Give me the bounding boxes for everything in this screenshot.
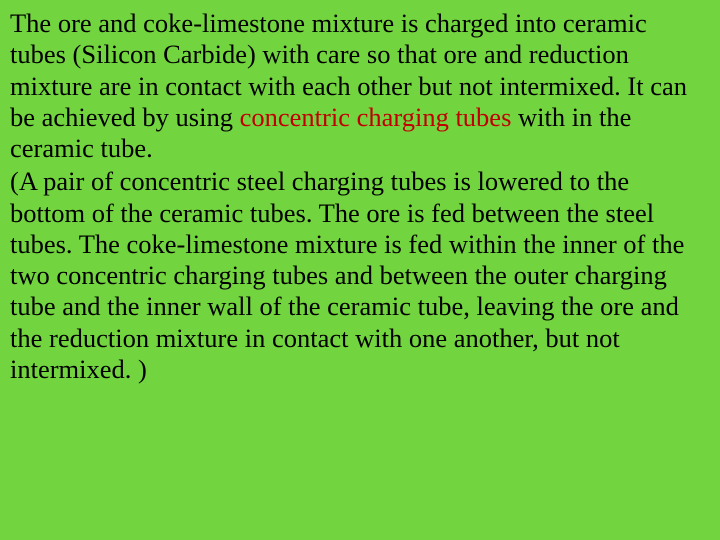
slide-content: The ore and coke-limestone mixture is ch… — [10, 8, 706, 385]
paragraph-2: (A pair of concentric steel charging tub… — [10, 166, 706, 385]
para1-highlight: concentric charging tubes — [240, 102, 512, 132]
paragraph-1: The ore and coke-limestone mixture is ch… — [10, 8, 706, 164]
